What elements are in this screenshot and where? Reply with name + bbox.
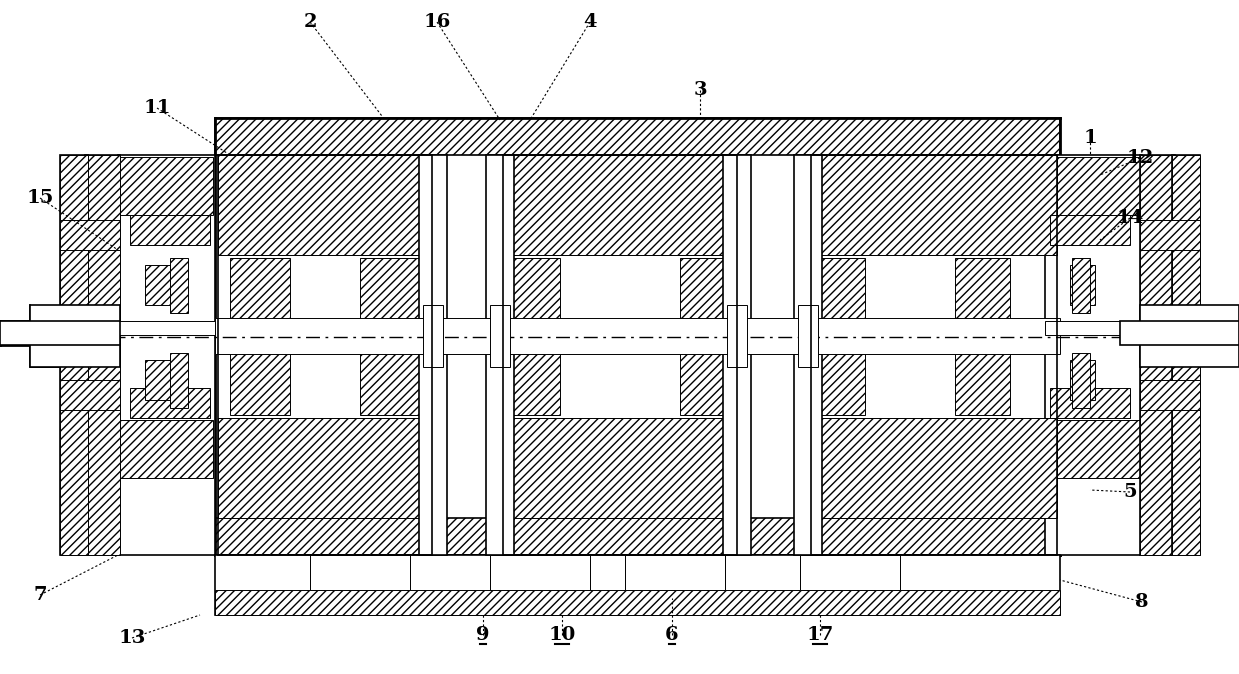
Bar [489,555,590,590]
Bar [30,321,216,335]
Bar [1049,388,1130,418]
Bar [118,155,216,555]
Bar [30,305,120,367]
Bar [59,380,120,410]
Bar [503,155,737,255]
Bar [800,555,900,590]
Bar [1140,220,1201,250]
Text: 4: 4 [584,13,597,31]
Bar [510,350,560,415]
Bar [170,258,188,313]
Bar [216,118,1061,155]
Bar [120,420,213,478]
Text: 11: 11 [144,99,171,117]
Bar [218,418,432,518]
Bar [145,265,170,305]
Bar [1172,155,1201,555]
Bar [510,258,560,323]
Bar [230,350,290,415]
Bar [85,155,120,555]
Bar [85,155,120,555]
Bar [812,155,1057,255]
Bar [1044,321,1230,335]
Bar [130,388,209,418]
Bar [1120,321,1239,345]
Text: 3: 3 [693,81,706,99]
Bar [216,590,1061,615]
Bar [1072,258,1090,313]
Bar [812,155,1057,555]
Bar [310,555,410,590]
Bar [727,305,747,367]
Bar [59,155,88,555]
Text: 9: 9 [476,626,489,644]
Text: 14: 14 [1116,209,1144,227]
Bar [815,350,865,415]
Bar [361,350,420,415]
Bar [955,350,1010,415]
Bar [624,555,725,590]
Bar [1140,380,1201,410]
Text: 6: 6 [665,626,679,644]
Text: 10: 10 [549,626,576,644]
Bar [1047,420,1140,478]
Bar [812,418,1057,518]
Text: 5: 5 [1124,483,1137,501]
Bar [724,155,751,555]
Bar [59,155,88,555]
Bar [486,155,514,555]
Text: 15: 15 [26,189,53,207]
Bar [216,318,1061,354]
Bar [0,321,120,345]
Bar [680,350,735,415]
Bar [798,305,818,367]
Text: 7: 7 [33,586,47,604]
Bar [1140,155,1175,555]
Bar [422,305,444,367]
Text: 17: 17 [807,626,834,644]
Bar [216,518,1061,555]
Bar [1047,157,1140,215]
Text: 1: 1 [1083,129,1097,147]
Bar [1070,360,1095,400]
Text: 8: 8 [1135,593,1149,611]
Bar [170,353,188,408]
Bar [130,215,209,245]
Bar [794,155,821,555]
Bar [1070,265,1095,305]
Text: 2: 2 [304,13,317,31]
Text: 16: 16 [424,13,451,31]
Bar [419,155,447,555]
Bar [1044,155,1142,555]
Bar [120,157,213,215]
Bar [145,360,170,400]
Text: 13: 13 [118,629,146,647]
Bar [815,258,865,323]
Bar [503,418,737,518]
Bar [216,555,1061,615]
Bar [361,258,420,323]
Bar [680,258,735,323]
Bar [1172,155,1201,555]
Bar [230,258,290,323]
Bar [1140,155,1175,555]
Bar [218,155,432,255]
Bar [489,305,510,367]
Bar [1049,215,1130,245]
Bar [59,220,120,250]
Text: 12: 12 [1126,149,1154,167]
Bar [218,155,432,555]
Bar [1072,353,1090,408]
Bar [1140,305,1239,367]
Bar [503,155,737,555]
Bar [955,258,1010,323]
